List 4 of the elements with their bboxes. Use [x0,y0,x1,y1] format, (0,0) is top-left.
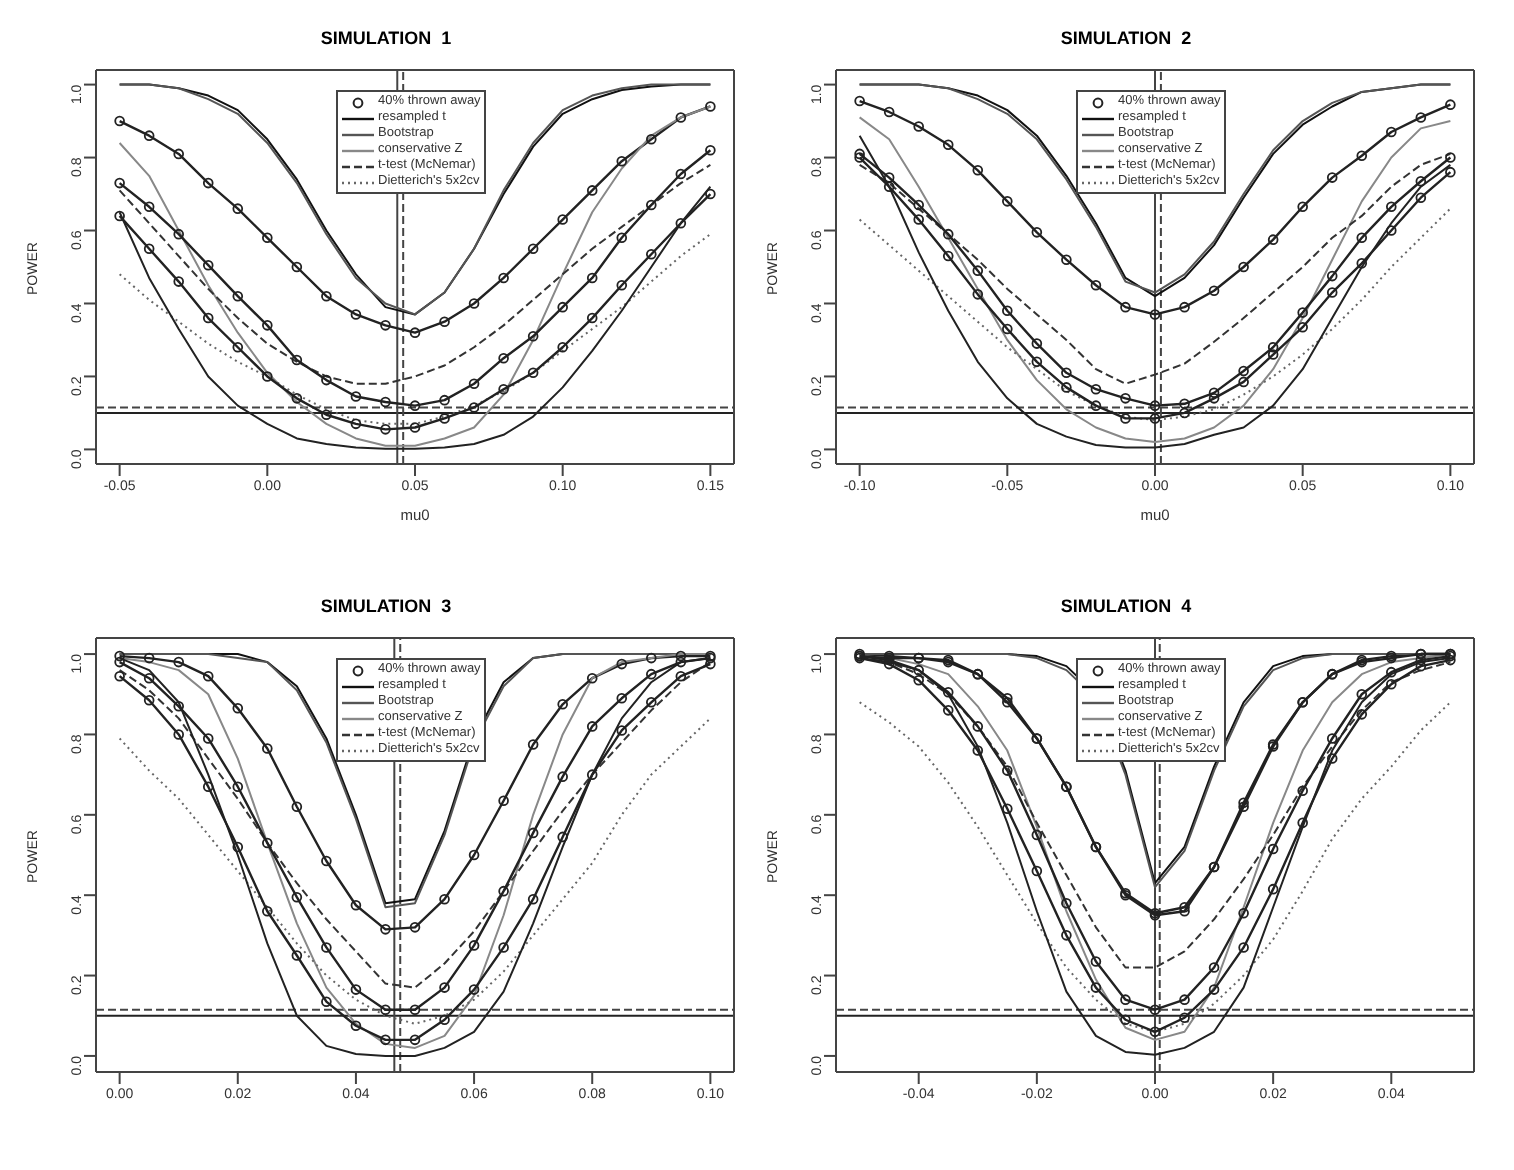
chart-title: SIMULATION 3 [318,596,454,616]
chart-title: SIMULATION 2 [1058,28,1194,48]
chart-title: SIMULATION 4 [1058,596,1194,616]
chart-title: SIMULATION 1 [318,28,454,48]
